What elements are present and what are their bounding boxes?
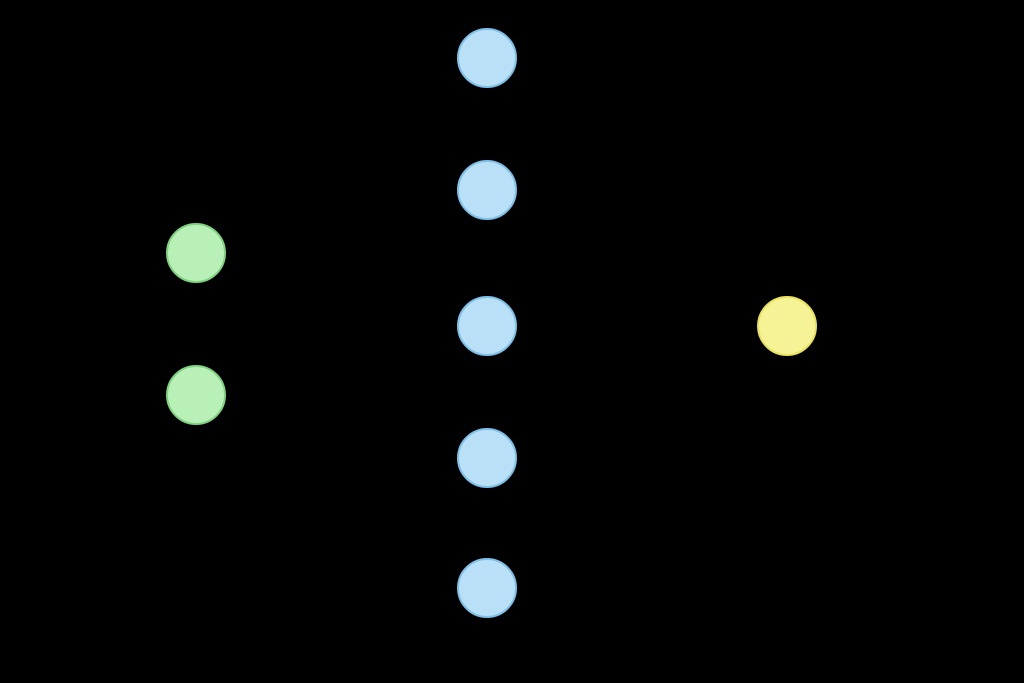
- input-node-1: [166, 223, 226, 283]
- input-node-2: [166, 365, 226, 425]
- output-node-1: [757, 296, 817, 356]
- hidden-node-3: [457, 296, 517, 356]
- hidden-node-5: [457, 558, 517, 618]
- hidden-node-2: [457, 160, 517, 220]
- hidden-node-1: [457, 28, 517, 88]
- neural-network-diagram: [0, 0, 1024, 683]
- hidden-node-4: [457, 428, 517, 488]
